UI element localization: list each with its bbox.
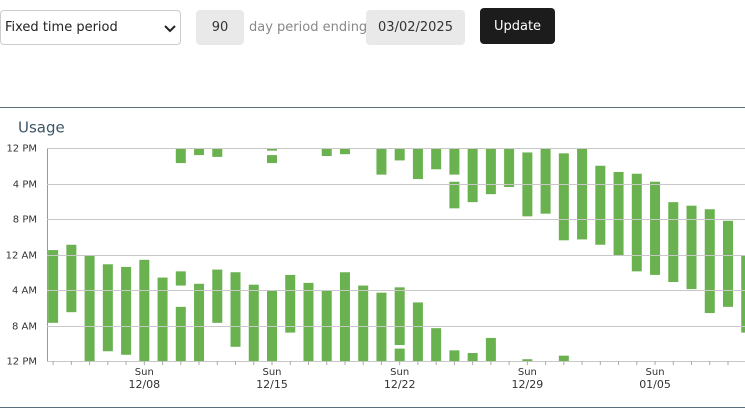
range-bar — [285, 274, 296, 333]
y-tick-label: 4 AM — [12, 286, 37, 297]
update-button[interactable]: Update — [480, 8, 555, 44]
range-bar — [267, 148, 277, 151]
days-label: day period ending — [249, 20, 368, 35]
range-bar — [412, 302, 423, 361]
range-bar — [358, 285, 369, 361]
range-bar — [485, 148, 496, 195]
range-bar — [558, 355, 569, 361]
range-bar — [467, 353, 478, 361]
y-tick-label: 12 PM — [6, 357, 37, 368]
range-bar — [339, 272, 350, 361]
range-bar — [175, 271, 186, 286]
range-bar — [540, 148, 551, 214]
range-bar — [157, 277, 168, 361]
y-tick-label: 12 PM — [6, 144, 37, 155]
x-tick-weekday: Sun — [646, 367, 665, 378]
y-tick-label: 12 AM — [6, 251, 37, 262]
range-bar — [194, 283, 205, 361]
range-bar — [467, 148, 478, 203]
y-tick-label: 8 AM — [12, 322, 37, 333]
range-bar — [376, 148, 387, 175]
period-select[interactable]: Fixed time period — [0, 10, 181, 45]
range-bar — [66, 244, 77, 313]
x-tick-label: 12/29 — [512, 378, 544, 391]
range-bar — [613, 171, 624, 256]
range-bar — [686, 205, 697, 290]
range-bar — [121, 266, 132, 355]
x-tick-weekday: Sun — [390, 367, 409, 378]
range-bar — [102, 264, 113, 352]
range-bar — [194, 148, 205, 156]
chevron — [164, 25, 176, 33]
range-bar — [412, 148, 423, 180]
range-bar — [248, 284, 259, 361]
range-bar — [212, 148, 223, 157]
range-bar — [321, 290, 332, 361]
range-bar — [504, 148, 515, 188]
range-bar — [577, 148, 588, 240]
range-bar — [267, 155, 277, 164]
range-bar — [175, 306, 186, 361]
date-input[interactable]: 03/02/2025 — [366, 10, 465, 45]
days-input[interactable]: 90 — [196, 10, 244, 45]
select-text: Fixed time period — [5, 20, 118, 35]
range-bar — [394, 148, 405, 161]
range-bar — [267, 290, 277, 361]
range-bar — [394, 348, 405, 361]
range-bar — [650, 181, 661, 275]
x-tick-weekday: Sun — [262, 367, 281, 378]
range-bar — [212, 269, 223, 323]
y-tick-label: 4 PM — [13, 180, 37, 191]
range-bar — [631, 173, 642, 272]
range-bar — [84, 255, 95, 361]
range-bar — [139, 259, 150, 361]
range-bar — [595, 165, 606, 245]
range-bar — [449, 350, 460, 361]
x-tick-label: 01/05 — [639, 378, 671, 391]
range-bar — [431, 148, 442, 170]
range-bar — [668, 202, 679, 283]
range-bar — [522, 359, 533, 361]
x-tick-weekday: Sun — [135, 367, 154, 378]
range-bar — [48, 250, 59, 323]
x-tick-label: 12/15 — [256, 378, 288, 391]
range-bar — [394, 287, 405, 346]
range-bar — [558, 153, 569, 241]
y-tick-label: 8 PM — [13, 215, 37, 226]
range-bar — [431, 328, 442, 361]
range-bar — [485, 337, 496, 361]
plot — [48, 148, 745, 361]
range-bar — [741, 255, 745, 333]
range-bar — [175, 148, 186, 164]
range-bar — [449, 148, 460, 175]
range-bar — [303, 282, 314, 361]
range-bar — [321, 148, 332, 156]
range-bar — [230, 272, 241, 347]
x-tick-label: 12/22 — [384, 378, 416, 391]
range-bar — [704, 209, 715, 314]
x-tick-label: 12/08 — [128, 378, 160, 391]
range-bar — [449, 181, 460, 209]
range-bar — [339, 148, 350, 155]
x-tick-weekday: Sun — [518, 367, 537, 378]
chart-title: Usage — [18, 119, 65, 137]
range-bar — [723, 220, 733, 307]
